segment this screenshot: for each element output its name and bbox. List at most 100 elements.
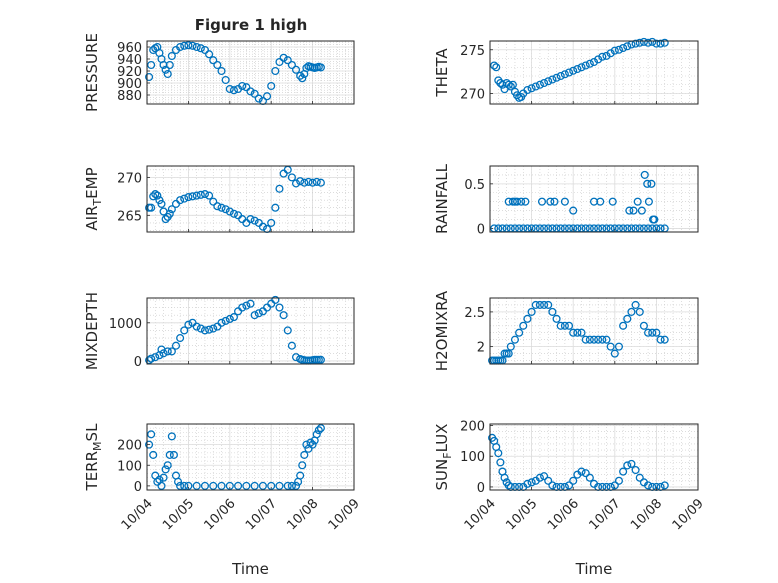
data-point [569, 476, 578, 485]
data-point [556, 321, 565, 330]
data-point [174, 477, 183, 486]
data-point [640, 170, 649, 179]
data-point [644, 197, 653, 206]
data-point [635, 38, 644, 47]
axes-box [489, 423, 699, 491]
data-point [184, 41, 193, 50]
data-point [192, 481, 201, 490]
subplot-air-temp: 265 270 AIRTEMP [83, 165, 355, 234]
data-point [279, 311, 288, 320]
data-point [560, 197, 569, 206]
data-point [560, 321, 569, 330]
data-point [648, 328, 657, 337]
data-point [217, 203, 226, 212]
data-point [184, 481, 193, 490]
data-point [623, 461, 632, 470]
data-point [298, 74, 307, 83]
data-point [250, 89, 259, 98]
data-point [180, 481, 189, 490]
y-tick-label: 0 [477, 222, 485, 237]
data-point [298, 461, 307, 470]
data-point [531, 300, 540, 309]
data-point [180, 326, 189, 335]
data-point [200, 326, 210, 335]
data-point [300, 178, 309, 187]
data-point [316, 424, 325, 433]
data-point [581, 61, 590, 70]
data-point [225, 207, 234, 216]
x-axis-label: Time [231, 560, 269, 578]
data-point [157, 199, 166, 208]
data-point [271, 203, 280, 212]
data-point [217, 481, 226, 490]
y-tick-label: 940 [117, 53, 142, 68]
data-point [153, 477, 162, 486]
data-point [598, 52, 607, 61]
data-point [151, 190, 160, 199]
data-point [283, 481, 292, 490]
data-point [258, 481, 267, 490]
data-point [283, 326, 292, 335]
data-point [221, 316, 230, 325]
data-point [523, 479, 532, 488]
data-point [200, 481, 210, 490]
data-point [581, 469, 590, 478]
axes-box [146, 297, 355, 365]
data-point [573, 64, 582, 74]
data-point [608, 197, 617, 206]
data-point [606, 342, 615, 351]
data-point [614, 342, 624, 351]
data-point [589, 57, 599, 67]
data-point [504, 349, 513, 358]
subplot-h2omixra: 2 2.5 H2OMIXRA [433, 290, 699, 371]
data-point [205, 191, 214, 200]
data-point [610, 481, 619, 490]
series-markers [488, 300, 669, 365]
data-point [610, 349, 619, 358]
data-point [648, 37, 657, 46]
data-point [656, 335, 665, 344]
y-axis-label: TERRMSL [83, 423, 104, 492]
data-point [312, 430, 321, 439]
data-point [287, 481, 296, 490]
axes-background [147, 424, 354, 490]
data-point [180, 41, 189, 50]
y-tick-label: 880 [117, 89, 142, 104]
data-point [550, 197, 559, 206]
data-point [242, 83, 251, 92]
data-point [523, 85, 532, 95]
data-point [242, 301, 251, 310]
data-point [540, 472, 549, 481]
series-markers [145, 295, 325, 365]
data-point [527, 84, 536, 93]
data-point [167, 432, 176, 441]
data-point [229, 86, 238, 95]
y-axis-label: RAINFALL [433, 163, 451, 234]
data-point [163, 69, 172, 79]
data-point [165, 209, 174, 218]
y-tick-label: 100 [460, 450, 485, 465]
data-point [242, 481, 251, 490]
subplot-theta: 270 275 THETA [433, 37, 699, 105]
data-point [300, 450, 309, 459]
axes-box [489, 297, 699, 365]
data-point [209, 324, 218, 333]
data-point [254, 309, 263, 318]
data-point [573, 328, 582, 337]
data-point [287, 173, 296, 182]
data-point [267, 81, 276, 91]
y-tick-label: 200 [460, 420, 485, 435]
y-tick-label: 265 [117, 209, 142, 224]
data-point [250, 311, 259, 320]
data-point [569, 328, 578, 337]
data-point [540, 78, 549, 88]
data-point [221, 205, 230, 214]
data-point [519, 321, 528, 330]
data-point [200, 45, 210, 55]
data-point [606, 49, 615, 58]
data-point [213, 202, 222, 211]
data-point [291, 481, 301, 490]
data-point [304, 177, 313, 186]
subplot-mixdepth: 0 1000 MIXDEPTH [83, 292, 355, 370]
data-point [564, 481, 574, 490]
